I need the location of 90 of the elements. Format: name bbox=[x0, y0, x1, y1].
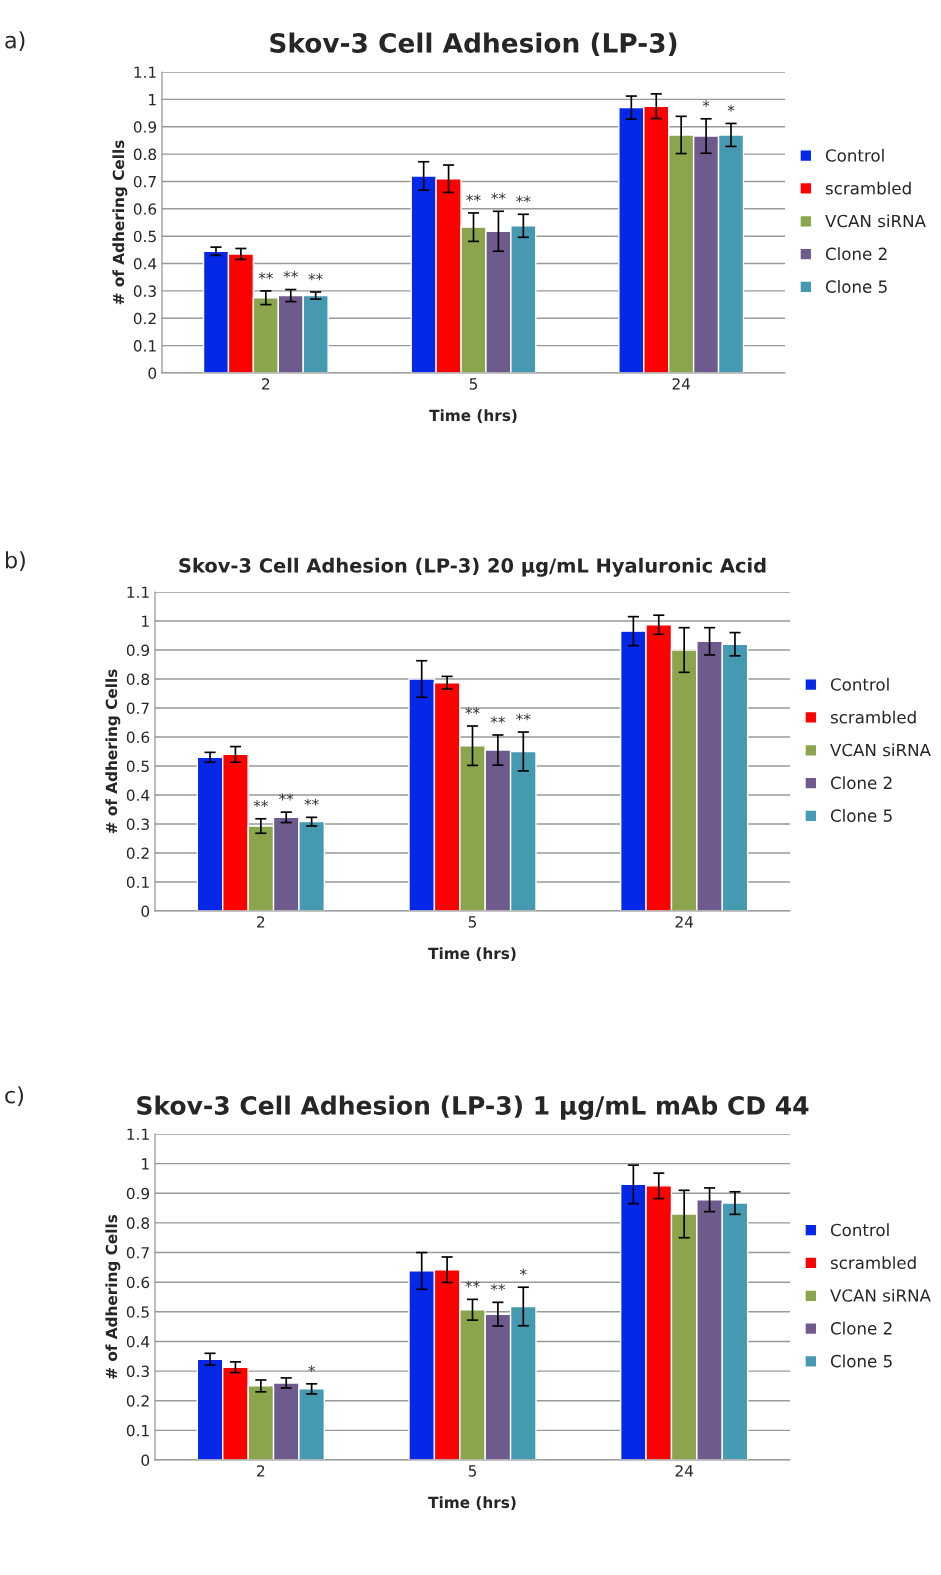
y-axis-title: # of Adhering Cells bbox=[105, 669, 121, 834]
legend-label: Clone 2 bbox=[830, 1321, 892, 1335]
x-tick-label: 5 bbox=[468, 1465, 477, 1477]
y-tick-label: 1.1 bbox=[127, 586, 149, 598]
data-label: ** bbox=[304, 798, 319, 806]
y-tick-label: 0.9 bbox=[126, 644, 150, 657]
y-tick-label: 0.1 bbox=[126, 876, 149, 889]
y-tick-label: 0.5 bbox=[126, 760, 149, 773]
legend-label: Control bbox=[830, 677, 889, 691]
y-tick-label: 0 bbox=[141, 1454, 150, 1467]
y-tick-label: 0.5 bbox=[126, 1306, 149, 1318]
chart-title: Skov-3 Cell Adhesion (LP-3) 20 µg/mL Hyaluronic Acid bbox=[179, 557, 766, 577]
data-label: ** bbox=[466, 194, 481, 202]
y-tick-label: 0.3 bbox=[133, 285, 156, 297]
data-label: ** bbox=[258, 272, 274, 280]
y-tick-label: 0.3 bbox=[126, 1365, 149, 1378]
x-tick-label: 2 bbox=[257, 1465, 265, 1477]
data-label: ** bbox=[283, 270, 298, 278]
y-tick-label: 0 bbox=[141, 905, 150, 918]
legend-label: VCAN siRNA bbox=[830, 743, 931, 757]
legend-label: VCAN siRNA bbox=[825, 214, 926, 228]
data-label: ** bbox=[490, 716, 506, 724]
y-tick-label: 0.8 bbox=[126, 1217, 150, 1229]
data-label: ** bbox=[465, 1280, 480, 1288]
y-tick-label: 1 bbox=[142, 615, 149, 627]
data-label: ** bbox=[516, 195, 531, 203]
y-tick-label: 0.2 bbox=[126, 847, 149, 860]
legend-label: Control bbox=[830, 1223, 889, 1237]
y-tick-label: 0.8 bbox=[126, 673, 150, 686]
x-tick-label: 5 bbox=[468, 916, 477, 928]
data-label: * bbox=[308, 1365, 315, 1373]
y-tick-label: 0.8 bbox=[133, 148, 157, 161]
legend-label: Clone 5 bbox=[825, 280, 887, 293]
legend-label: Control bbox=[825, 148, 884, 162]
text: c) bbox=[5, 1086, 23, 1107]
y-tick-label: 0.9 bbox=[133, 121, 157, 133]
x-tick-label: 24 bbox=[672, 378, 691, 390]
y-tick-label: 0.7 bbox=[133, 175, 156, 188]
text: b) bbox=[6, 551, 25, 572]
legend-label: Clone 2 bbox=[825, 247, 887, 261]
y-tick-label: 0.6 bbox=[126, 731, 150, 744]
x-tick-label: 24 bbox=[675, 1465, 694, 1477]
x-tick-label: 2 bbox=[262, 378, 270, 390]
y-tick-label: 0.6 bbox=[133, 203, 157, 215]
data-label: ** bbox=[279, 793, 294, 801]
x-axis-title: Time (hrs) bbox=[428, 1496, 516, 1510]
y-tick-label: 0.4 bbox=[126, 789, 150, 802]
y-tick-label: 0.4 bbox=[126, 1335, 150, 1348]
y-tick-label: 1.1 bbox=[127, 1128, 149, 1140]
x-axis-title: Time (hrs) bbox=[429, 409, 517, 423]
data-label: * bbox=[727, 104, 735, 112]
y-tick-label: 0.4 bbox=[133, 258, 157, 270]
y-tick-label: 0.2 bbox=[133, 312, 156, 325]
y-tick-label: 0.9 bbox=[126, 1187, 150, 1200]
legend-label: Clone 5 bbox=[830, 1354, 892, 1368]
data-label: * bbox=[702, 100, 710, 108]
y-tick-label: 0.1 bbox=[133, 340, 156, 352]
y-tick-label: 1.1 bbox=[134, 66, 156, 78]
data-label: * bbox=[519, 1268, 527, 1276]
y-tick-label: 0.5 bbox=[133, 230, 156, 243]
y-tick-label: 0 bbox=[148, 367, 157, 380]
x-tick-label: 24 bbox=[675, 916, 694, 928]
x-tick-label: 5 bbox=[469, 378, 478, 390]
text: a) bbox=[5, 31, 25, 52]
data-label: ** bbox=[490, 1283, 506, 1291]
x-tick-label: 2 bbox=[257, 916, 265, 928]
data-label: ** bbox=[491, 192, 506, 200]
data-label: ** bbox=[465, 707, 480, 715]
legend-label: scrambled bbox=[830, 1256, 916, 1270]
legend-label: Clone 2 bbox=[830, 776, 892, 790]
y-tick-label: 1 bbox=[149, 94, 156, 106]
legend-label: VCAN siRNA bbox=[830, 1288, 931, 1302]
chart-title: Skov-3 Cell Adhesion (LP-3) bbox=[270, 32, 677, 57]
data-label: ** bbox=[516, 713, 531, 721]
y-tick-label: 1 bbox=[142, 1158, 149, 1170]
y-tick-label: 0.1 bbox=[126, 1424, 149, 1437]
y-axis-title: # of Adhering Cells bbox=[112, 140, 128, 305]
y-tick-label: 0.3 bbox=[126, 818, 149, 831]
data-label: ** bbox=[253, 800, 269, 808]
chart-title: Skov-3 Cell Adhesion (LP-3) 1 µg/mL mAb CD 44 bbox=[137, 1095, 809, 1120]
y-tick-label: 0.7 bbox=[126, 1247, 149, 1259]
y-tick-label: 0.6 bbox=[126, 1276, 150, 1289]
data-label: ** bbox=[308, 273, 323, 281]
x-axis-title: Time (hrs) bbox=[428, 947, 516, 961]
y-tick-label: 0.7 bbox=[126, 702, 149, 715]
legend-label: scrambled bbox=[825, 181, 911, 195]
y-tick-label: 0.2 bbox=[126, 1395, 149, 1407]
legend-label: scrambled bbox=[830, 710, 916, 724]
legend-label: Clone 5 bbox=[830, 809, 892, 822]
y-axis-title: # of Adhering Cells bbox=[105, 1214, 121, 1379]
